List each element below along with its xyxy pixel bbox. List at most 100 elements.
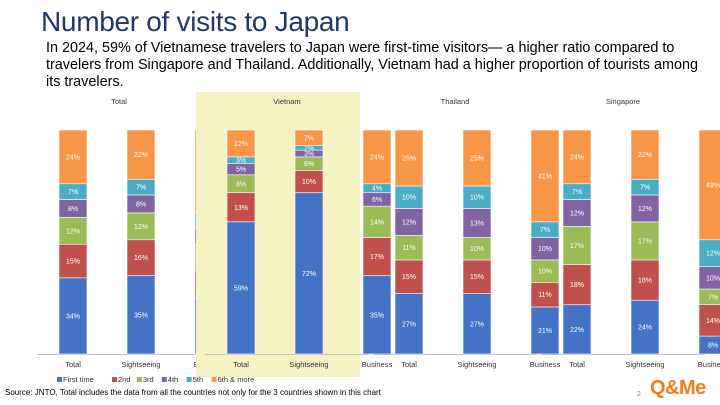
data-label: 59% (234, 285, 248, 292)
data-label: 10% (470, 246, 484, 253)
bar-segment (394, 293, 424, 355)
data-label: 35% (134, 312, 148, 319)
bar-segment (126, 239, 156, 276)
data-label: 10% (402, 195, 416, 202)
legend-swatch (136, 377, 142, 382)
bar-segment (394, 129, 424, 187)
data-label: 10% (302, 179, 316, 186)
data-label: 27% (402, 321, 416, 328)
data-label: 25% (402, 156, 416, 163)
data-label: 14% (706, 318, 720, 325)
bar-segment (562, 199, 592, 227)
data-label: 18% (638, 278, 652, 285)
panel-title: Thailand (441, 97, 470, 106)
data-label: 7% (68, 189, 78, 196)
page-title: Number of visits to Japan (41, 6, 350, 37)
bar-segment (462, 259, 492, 294)
legend-swatch (186, 377, 192, 382)
bar-segment (58, 129, 88, 185)
legend-label: 4th (168, 375, 178, 384)
data-label: 22% (638, 152, 652, 159)
category-label: Business (698, 360, 720, 369)
bar-segment (630, 259, 660, 301)
bar-segment (562, 129, 592, 185)
data-label: 15% (66, 259, 80, 266)
data-label: 5% (236, 167, 246, 174)
legend-swatch (211, 377, 217, 382)
data-label: 10% (538, 269, 552, 276)
category-label: Total (65, 360, 81, 369)
page-number: 2 (637, 391, 641, 398)
category-label: Sightseeing (625, 360, 664, 369)
legend-swatch (57, 377, 62, 382)
data-label: 15% (470, 274, 484, 281)
data-label: 27% (470, 321, 484, 328)
data-label: 4% (372, 186, 382, 193)
legend-label: First time (63, 375, 94, 384)
data-label: 11% (402, 245, 416, 252)
bar-segment (226, 221, 256, 355)
data-label: 24% (370, 154, 384, 161)
data-label: 24% (66, 154, 80, 161)
data-label: 22% (570, 327, 584, 334)
bar-segment (126, 275, 156, 355)
data-label: 41% (538, 173, 552, 180)
data-label: 18% (570, 282, 584, 289)
data-label: 24% (570, 154, 584, 161)
data-label: 10% (538, 246, 552, 253)
data-label: 8% (236, 181, 246, 188)
data-label: 16% (134, 255, 148, 262)
data-label: 7% (572, 189, 582, 196)
category-label: Total (233, 360, 249, 369)
data-label: 12% (706, 251, 720, 258)
data-label: 34% (66, 313, 80, 320)
page-subtitle: In 2024, 59% of Vietnamese travelers to … (46, 40, 698, 90)
data-label: 3% (236, 158, 246, 165)
bar-segment (394, 259, 424, 294)
bar-segment (562, 226, 592, 265)
bar-segment (226, 129, 256, 158)
data-label: 22% (134, 152, 148, 159)
data-label: 7% (540, 227, 550, 234)
data-label: 12% (402, 219, 416, 226)
data-label: 6% (304, 161, 314, 168)
data-label: 14% (370, 219, 384, 226)
data-label: 12% (570, 210, 584, 217)
bar-segment (126, 129, 156, 180)
bar-segment (362, 129, 392, 185)
panel-title: Singapore (606, 97, 640, 106)
data-label: 7% (708, 294, 718, 301)
data-label: 72% (302, 271, 316, 278)
data-label: 8% (708, 343, 718, 350)
data-label: 6% (372, 197, 382, 204)
highlight-band (196, 92, 360, 377)
legend-label: 6th & more (218, 375, 255, 384)
bar-segment (462, 208, 492, 238)
data-label: 2% (304, 145, 314, 152)
qandme-logo: Q&Me (650, 377, 706, 399)
panel-title: Vietnam (273, 97, 300, 106)
legend-label: 3rd (143, 375, 154, 384)
bar-segment (630, 194, 660, 223)
bar-segment (394, 234, 424, 261)
data-label: 10% (706, 275, 720, 282)
data-label: 7% (136, 185, 146, 192)
data-label: 7% (640, 185, 650, 192)
bar-segment (530, 306, 560, 355)
data-label: 17% (370, 254, 384, 261)
data-label: 24% (638, 325, 652, 332)
bar-segment (530, 282, 560, 308)
bar-segment (698, 129, 720, 241)
legend-label: 5th (193, 375, 203, 384)
data-label: 3% (304, 151, 314, 158)
bar-segment (226, 192, 256, 223)
bar-segment (294, 129, 324, 146)
bar-segment (362, 237, 392, 276)
data-label: 15% (402, 274, 416, 281)
bar-segment (562, 304, 592, 355)
category-label: Sightseeing (121, 360, 160, 369)
legend-swatch (161, 377, 167, 382)
data-label: 17% (570, 243, 584, 250)
data-label: 10% (470, 195, 484, 202)
data-label: 12% (134, 224, 148, 231)
